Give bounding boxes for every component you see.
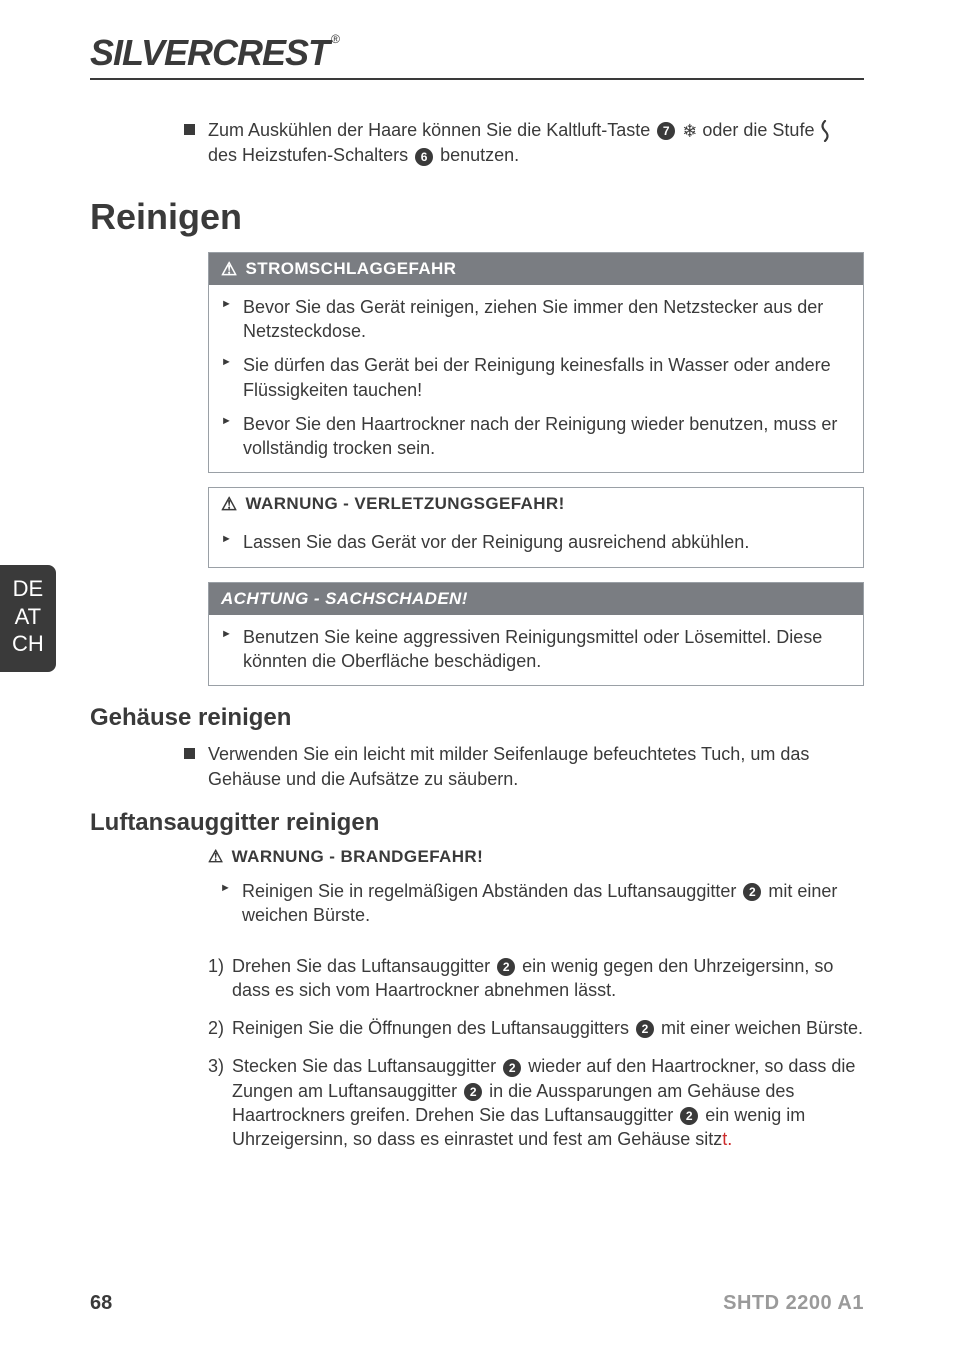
heading-luft: Luftansauggitter reinigen [90, 809, 864, 837]
ref-circle-2: 2 [680, 1107, 698, 1125]
brand-text: SILVERCREST [90, 32, 329, 73]
step-2-num: 2) [208, 1016, 224, 1040]
warning-box-injury: ⚠ WARNUNG - VERLETZUNGSGEFAHR! Lassen Si… [208, 487, 864, 567]
locale-at: AT [12, 603, 44, 631]
warning-triangle-icon: ⚠ [221, 260, 238, 278]
caution-box-damage-header: ACHTUNG - SACHSCHADEN! [209, 583, 863, 615]
page-content: Zum Auskühlen der Haare können Sie die K… [90, 118, 864, 1166]
warning-box-injury-list: Lassen Sie das Gerät vor der Reinigung a… [209, 520, 863, 566]
header-divider [90, 78, 864, 80]
step-2b: mit einer weichen Bürste. [656, 1018, 863, 1038]
warning-box-injury-header: ⚠ WARNUNG - VERLETZUNGSGEFAHR! [209, 488, 863, 520]
damage-item-1: Benutzen Sie keine aggressiven Reinigung… [239, 625, 847, 674]
square-bullet-icon [184, 748, 195, 759]
brand-logo: SILVERCREST® [90, 32, 339, 74]
injury-item-1: Lassen Sie das Gerät vor der Reinigung a… [239, 530, 847, 554]
gehaeuse-bullet: Verwenden Sie ein leicht mit milder Seif… [208, 742, 864, 791]
shock-item-2: Sie dürfen das Gerät bei der Reinigung k… [239, 353, 847, 402]
ref-circle-2: 2 [743, 883, 761, 901]
step-3-num: 3) [208, 1054, 224, 1078]
square-bullet-icon [184, 124, 195, 135]
warning-fire-header: ⚠ WARNUNG - BRANDGEFAHR! [208, 847, 864, 867]
locale-ch: CH [12, 630, 44, 658]
step-3a: Stecken Sie das Luftansauggitter [232, 1056, 501, 1076]
ref-circle-2: 2 [497, 958, 515, 976]
warning-fire-body: Reinigen Sie in regelmäßigen Abständen d… [208, 875, 864, 944]
intro-text-c: des Heizstufen-Schalters [208, 145, 413, 165]
intro-bullet: Zum Auskühlen der Haare können Sie die K… [208, 118, 864, 168]
shock-item-1: Bevor Sie das Gerät reinigen, ziehen Sie… [239, 295, 847, 344]
fire-text-a: Reinigen Sie in regelmäßigen Abständen d… [242, 881, 741, 901]
ref-circle-7: 7 [657, 122, 675, 140]
model-code: SHTD 2200 A1 [723, 1292, 864, 1315]
fire-item-1: Reinigen Sie in regelmäßigen Abständen d… [238, 879, 848, 928]
intro-text-a: Zum Auskühlen der Haare können Sie die K… [208, 120, 655, 140]
warning-box-shock-list: Bevor Sie das Gerät reinigen, ziehen Sie… [209, 285, 863, 473]
ref-circle-2: 2 [464, 1083, 482, 1101]
warning-triangle-icon: ⚠ [208, 847, 224, 867]
step-3e-red: t. [722, 1129, 732, 1149]
locale-de: DE [12, 575, 44, 603]
warning-fire-title: WARNUNG - BRANDGEFAHR! [232, 847, 484, 867]
warning-box-shock-header: ⚠ STROMSCHLAGGEFAHR [209, 253, 863, 285]
gehaeuse-text: Verwenden Sie ein leicht mit milder Seif… [208, 744, 809, 788]
step-1: 1) Drehen Sie das Luftansauggitter 2 ein… [208, 954, 864, 1003]
intro-text-d: benutzen. [435, 145, 519, 165]
heading-gehaeuse: Gehäuse reinigen [90, 704, 864, 732]
snowflake-icon: ❄ [682, 121, 697, 141]
heading-reinigen: Reinigen [90, 196, 864, 238]
step-3: 3) Stecken Sie das Luftansauggitter 2 wi… [208, 1054, 864, 1151]
ref-circle-2: 2 [636, 1020, 654, 1038]
locale-tab: DE AT CH [0, 565, 56, 672]
warning-fire-list: Reinigen Sie in regelmäßigen Abständen d… [208, 875, 864, 944]
warning-triangle-icon: ⚠ [221, 495, 238, 513]
caution-box-damage-title: ACHTUNG - SACHSCHADEN! [221, 589, 468, 609]
ref-circle-6: 6 [415, 148, 433, 166]
step-2a: Reinigen Sie die Öffnungen des Luftansau… [232, 1018, 634, 1038]
warning-box-shock: ⚠ STROMSCHLAGGEFAHR Bevor Sie das Gerät … [208, 252, 864, 474]
intro-text-b: oder die Stufe [702, 120, 819, 140]
warning-box-shock-title: STROMSCHLAGGEFAHR [246, 259, 457, 279]
step-1a: Drehen Sie das Luftansauggitter [232, 956, 495, 976]
shock-item-3: Bevor Sie den Haartrockner nach der Rein… [239, 412, 847, 461]
caution-box-damage: ACHTUNG - SACHSCHADEN! Benutzen Sie kein… [208, 582, 864, 687]
step-2: 2) Reinigen Sie die Öffnungen des Luftan… [208, 1016, 864, 1040]
brand-registered: ® [331, 32, 339, 46]
wave-icon [819, 120, 831, 142]
page-footer: 68 SHTD 2200 A1 [90, 1292, 864, 1315]
step-1-num: 1) [208, 954, 224, 978]
page-number: 68 [90, 1292, 112, 1315]
caution-box-damage-list: Benutzen Sie keine aggressiven Reinigung… [209, 615, 863, 686]
steps-list: 1) Drehen Sie das Luftansauggitter 2 ein… [208, 954, 864, 1152]
warning-box-injury-title: WARNUNG - VERLETZUNGSGEFAHR! [246, 494, 565, 514]
ref-circle-2: 2 [503, 1059, 521, 1077]
